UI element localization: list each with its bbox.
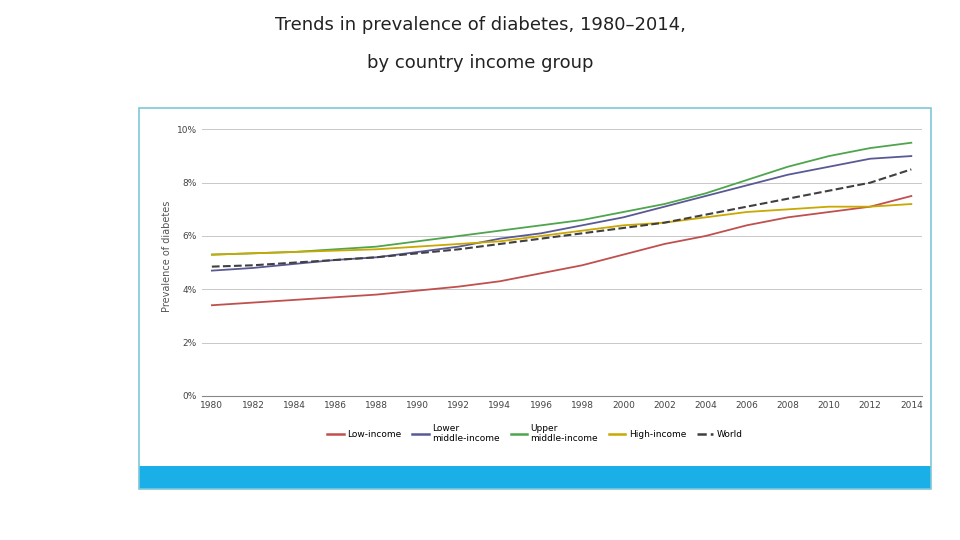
Legend: Low-income, Lower
middle-income, Upper
middle-income, High-income, World: Low-income, Lower middle-income, Upper m… [324, 420, 747, 447]
Y-axis label: Prevalence of diabetes: Prevalence of diabetes [162, 200, 173, 312]
Text: Trends in prevalence of diabetes, 1980–2014,: Trends in prevalence of diabetes, 1980–2… [275, 16, 685, 34]
Text: by country income group: by country income group [367, 54, 593, 72]
